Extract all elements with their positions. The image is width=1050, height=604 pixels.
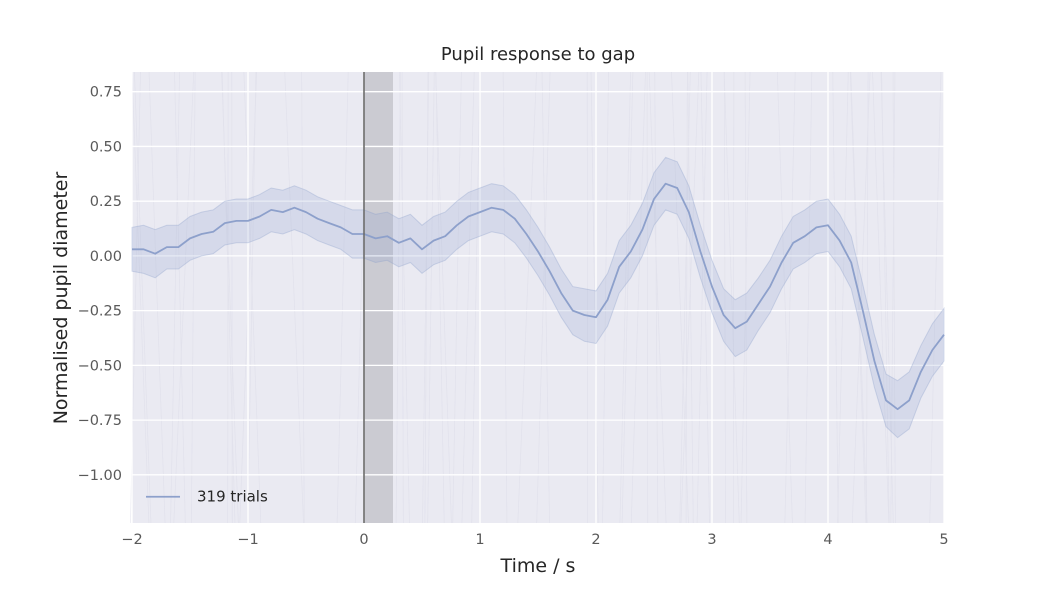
x-tick-label: 5: [939, 532, 948, 548]
x-tick-label: 2: [591, 532, 600, 548]
y-tick-label: −0.25: [78, 304, 122, 320]
x-tick-label: 4: [823, 532, 832, 548]
y-axis-label: Normalised pupil diameter: [50, 172, 72, 425]
x-tick-label: 3: [707, 532, 716, 548]
plot-group: [130, 72, 944, 523]
y-tick-label: 0.00: [90, 249, 122, 265]
y-tick-label: 0.50: [90, 139, 122, 155]
trial-trace: [232, 72, 233, 523]
x-tick-label: −1: [237, 532, 258, 548]
x-tick-label: 0: [359, 532, 368, 548]
y-tick-label: −0.50: [78, 358, 122, 374]
y-tick-label: 0.25: [90, 194, 122, 210]
y-tick-label: −0.75: [78, 413, 122, 429]
x-tick-label: 1: [475, 532, 484, 548]
legend-label: 319 trials: [197, 488, 268, 506]
chart-title: Pupil response to gap: [441, 44, 635, 65]
stimulus-span: [364, 72, 393, 523]
y-tick-label: −1.00: [78, 468, 122, 484]
x-axis-label: Time / s: [500, 555, 576, 577]
y-tick-label: 0.75: [90, 85, 122, 101]
x-tick-label: −2: [121, 532, 142, 548]
